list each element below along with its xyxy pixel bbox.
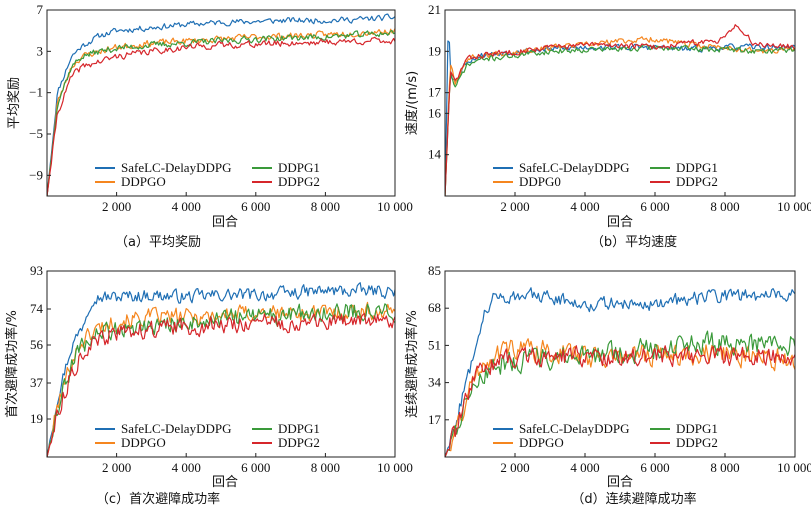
x-tick-label: 4 000 [570, 199, 599, 214]
legend-label-ddpg1: DDPG1 [278, 421, 320, 436]
legend-label-ddpg1: DDPG1 [676, 160, 718, 175]
legend-label-ddpg1: DDPG1 [676, 421, 718, 436]
series-line-safelc-delayddpg [47, 13, 395, 196]
plot-frame [444, 270, 796, 458]
y-tick-label: 7 [37, 2, 44, 17]
legend-label-safelc-delayddpg: SafeLC-DelayDDPG [121, 160, 231, 175]
x-tick-label: 2 000 [500, 460, 529, 475]
y-axis-label: 速度/(m/s) [404, 71, 420, 135]
legend-label-safelc-delayddpg: SafeLC-DelayDDPG [519, 421, 629, 436]
series-line-safelc-delayddpg [47, 282, 395, 457]
legend-label-safelc-delayddpg: SafeLC-DelayDDPG [519, 160, 629, 175]
y-tick-label: 14 [428, 147, 442, 162]
panel-caption: （b）平均速度 [591, 234, 677, 250]
chart-panel-2: 14 16 17 19 21 2 000 4 000 6 000 8 000 10 000 回合 速度… [404, 2, 811, 250]
x-tick-label: 6 000 [241, 199, 270, 214]
legend-label-ddpg2: DDPG2 [676, 174, 718, 189]
series-line-ddpg1 [445, 43, 795, 196]
x-tick-label: 8 000 [710, 199, 739, 214]
y-axis-label: 平均奖励 [7, 77, 22, 129]
x-tick-label: 10 000 [377, 199, 413, 214]
y-tick-label: 56 [30, 337, 44, 352]
chart-panel-4: 17 34 51 68 85 2 000 4 000 6 000 8 000 10 000 回合 连续… [404, 263, 811, 507]
y-tick-label: 19 [428, 43, 441, 58]
plot-frame [46, 9, 396, 197]
y-tick-label: −5 [29, 126, 43, 141]
x-tick-label: 10 000 [777, 460, 811, 475]
x-axis-label: 回合 [607, 215, 633, 230]
legend-label-ddpg0: DDPGO [519, 435, 564, 450]
chart-panel-1: −9 −5 −1 3 7 2 000 4 000 6 000 8 000 10 000 回合 平均奖励… [7, 2, 413, 250]
series-line-ddpg2 [445, 24, 795, 196]
plot-frame [444, 9, 796, 197]
y-axis-label: 连续避障成功率/% [404, 310, 420, 418]
series-line-ddpg1 [445, 330, 795, 457]
plot-frame [46, 270, 396, 458]
x-axis-label: 回合 [607, 475, 633, 490]
series-line-safelc-delayddpg [445, 287, 795, 457]
y-tick-label: −1 [29, 85, 43, 100]
y-tick-label: 16 [428, 105, 442, 120]
panel-caption: （d）连续避障成功率 [571, 491, 696, 507]
x-tick-label: 2 000 [500, 199, 529, 214]
y-tick-label: 51 [428, 337, 441, 352]
x-tick-label: 8 000 [311, 199, 340, 214]
series-line-ddpg0 [445, 338, 795, 457]
panel-caption: （c）首次避障成功率 [96, 491, 220, 507]
y-tick-label: 17 [428, 412, 442, 427]
legend-label-ddpg2: DDPG2 [278, 174, 320, 189]
series-line-ddpg1 [47, 30, 395, 196]
y-tick-label: 93 [30, 263, 43, 278]
y-tick-label: 34 [428, 375, 442, 390]
series-line-ddpg2 [445, 345, 795, 457]
y-tick-label: 3 [37, 43, 44, 58]
y-tick-label: 74 [30, 301, 44, 316]
x-tick-label: 2 000 [102, 460, 131, 475]
x-tick-label: 10 000 [377, 460, 413, 475]
legend-label-ddpg0: DDPGO [121, 435, 166, 450]
series-line-ddpg2 [47, 36, 395, 196]
x-axis-label: 回合 [212, 475, 238, 490]
legend-label-safelc-delayddpg: SafeLC-DelayDDPG [121, 421, 231, 436]
legend-label-ddpg2: DDPG2 [676, 435, 718, 450]
y-tick-label: 17 [428, 85, 442, 100]
x-tick-label: 10 000 [777, 199, 811, 214]
x-tick-label: 8 000 [710, 460, 739, 475]
legend-label-ddpg2: DDPG2 [278, 435, 320, 450]
legend-label-ddpg0: DDPGO [121, 174, 166, 189]
x-tick-label: 4 000 [172, 460, 201, 475]
x-tick-label: 4 000 [570, 460, 599, 475]
x-axis-label: 回合 [212, 215, 238, 230]
y-tick-label: 21 [428, 2, 441, 17]
y-axis-label: 首次避障成功率/% [4, 310, 20, 418]
panel-caption: （a）平均奖励 [115, 235, 201, 250]
y-tick-label: 85 [428, 263, 441, 278]
x-tick-label: 4 000 [172, 199, 201, 214]
y-tick-label: −9 [29, 167, 43, 182]
series-line-ddpg2 [47, 313, 395, 457]
x-tick-label: 8 000 [311, 460, 340, 475]
x-tick-label: 2 000 [102, 199, 131, 214]
series-line-ddpg0 [445, 36, 795, 196]
x-tick-label: 6 000 [640, 460, 669, 475]
y-tick-label: 37 [30, 375, 44, 390]
legend-label-ddpg1: DDPG1 [278, 160, 320, 175]
y-tick-label: 68 [428, 300, 441, 315]
legend-label-ddpg0: DDPG0 [519, 174, 561, 189]
x-tick-label: 6 000 [241, 460, 270, 475]
series-line-ddpg1 [47, 303, 395, 457]
series-line-ddpg0 [47, 28, 395, 196]
x-tick-label: 6 000 [640, 199, 669, 214]
chart-panel-3: 19 37 56 74 93 2 000 4 000 6 000 8 000 10 000 回合 首次… [4, 263, 413, 507]
y-tick-label: 19 [30, 411, 43, 426]
